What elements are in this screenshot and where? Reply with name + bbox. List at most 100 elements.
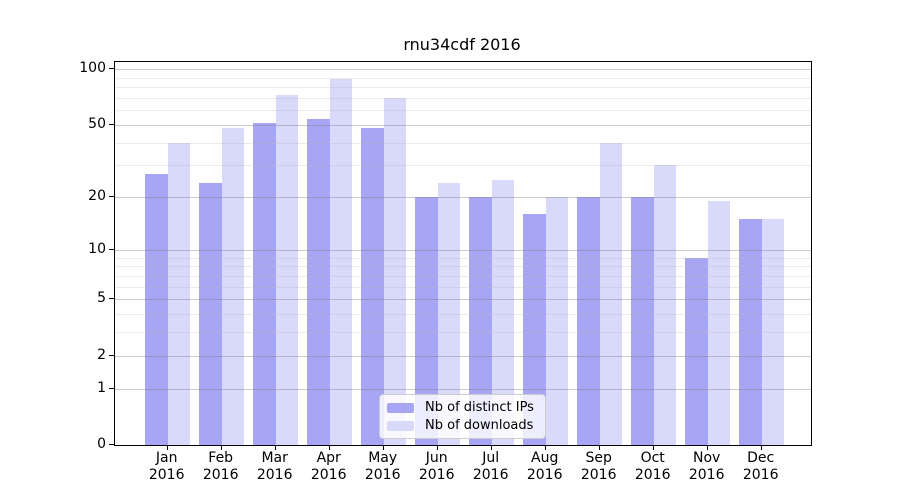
x-tick-mark-jan [166,445,168,450]
x-tick-year: 2016 [742,467,779,483]
x-tick-mark-may [382,445,384,450]
y-tick-mark-50 [109,123,114,125]
y-tick-mark-2 [109,354,114,356]
gridline-minor-70 [115,97,811,99]
bar-downloads-feb [221,128,244,445]
y-tick-label-50: 50 [88,115,106,132]
x-tick-year: 2016 [202,467,239,483]
chart-title: rnu34cdf 2016 [403,35,521,54]
bar-distinct-ips-mar [253,123,276,445]
gridline-minor-60 [115,110,811,112]
x-tick-mark-nov [706,445,708,450]
x-tick-year: 2016 [580,467,617,483]
y-tick-label-5: 5 [97,290,106,307]
gridline-50 [115,124,811,126]
x-tick-label-sep: Sep 2016 [569,450,629,484]
gridline-minor-3 [115,332,811,334]
plot-area [114,61,812,446]
x-tick-label-apr: Apr 2016 [299,450,359,484]
x-tick-month: Aug [531,450,559,466]
bar-downloads-mar [275,94,298,445]
x-tick-label-aug: Aug 2016 [515,450,575,484]
x-tick-label-jul: Jul 2016 [461,450,521,484]
y-tick-mark-0 [109,444,114,445]
x-tick-year: 2016 [310,467,347,483]
x-tick-label-jun: Jun 2016 [407,450,467,484]
gridline-minor-40 [115,142,811,144]
legend-swatch-downloads [387,420,414,431]
bar-downloads-may [383,97,406,445]
x-tick-mark-oct [652,445,654,450]
bar-distinct-ips-dec [739,219,762,445]
x-tick-year: 2016 [256,467,293,483]
x-tick-mark-jul [490,445,492,450]
y-tick-mark-20 [109,196,114,198]
legend: Nb of distinct IPs Nb of downloads [379,394,546,439]
x-tick-mark-jun [436,445,438,450]
x-tick-label-feb: Feb 2016 [191,450,251,484]
x-tick-month: Apr [316,450,341,466]
x-tick-month: Oct [640,450,665,466]
gridline-5 [115,299,811,301]
y-tick-label-0: 0 [97,436,106,452]
bar-downloads-nov [707,201,730,445]
gridline-20 [115,197,811,199]
gridline-minor-90 [115,77,811,79]
y-tick-label-2: 2 [97,346,106,363]
x-tick-label-jan: Jan 2016 [137,450,197,484]
gridline-minor-80 [115,87,811,89]
bar-downloads-aug [545,197,568,445]
x-tick-month: Jul [482,450,500,466]
bar-downloads-oct [653,165,676,445]
x-tick-year: 2016 [418,467,455,483]
x-tick-year: 2016 [364,467,401,483]
x-tick-mark-feb [220,445,222,450]
legend-item: Nb of distinct IPs [387,400,534,415]
gridline-minor-30 [115,165,811,167]
x-tick-mark-aug [544,445,546,450]
x-tick-year: 2016 [688,467,725,483]
bar-distinct-ips-jan [145,173,168,445]
y-tick-label-10: 10 [88,240,106,257]
bar-downloads-apr [329,78,352,445]
gridline-10 [115,249,811,251]
y-tick-mark-10 [109,248,114,250]
y-tick-label-20: 20 [88,188,106,205]
legend-swatch-distinct-ips [387,402,414,413]
x-tick-label-mar: Mar 2016 [245,450,305,484]
bar-downloads-dec [761,219,784,445]
y-tick-label-1: 1 [97,379,106,396]
x-tick-month: Sep [585,450,612,466]
gridline-minor-6 [115,286,811,288]
gridline-minor-7 [115,275,811,277]
x-tick-month: Feb [208,450,234,466]
x-tick-label-may: May 2016 [353,450,413,484]
bar-distinct-ips-nov [685,257,708,445]
x-tick-year: 2016 [634,467,671,483]
x-tick-month: Dec [747,450,775,466]
gridline-minor-4 [115,313,811,315]
x-tick-month: Nov [693,450,721,466]
y-tick-mark-5 [109,298,114,300]
x-tick-month: May [368,450,398,466]
x-tick-mark-dec [760,445,762,450]
bar-distinct-ips-may [361,128,384,445]
x-tick-label-oct: Oct 2016 [623,450,683,484]
x-tick-month: Jan [155,450,178,466]
x-tick-mark-mar [274,445,276,450]
bar-distinct-ips-sep [577,197,600,445]
x-tick-year: 2016 [472,467,509,483]
bar-downloads-jan [167,142,190,445]
gridline-minor-8 [115,266,811,268]
bar-distinct-ips-feb [199,182,222,445]
x-tick-label-nov: Nov 2016 [677,450,737,484]
legend-label: Nb of downloads [425,418,534,433]
x-tick-month: Jun [425,450,448,466]
gridline-minor-9 [115,257,811,259]
x-tick-year: 2016 [526,467,563,483]
y-tick-label-100: 100 [79,60,106,77]
bar-distinct-ips-aug [523,214,546,445]
bar-downloads-jun [437,182,460,445]
bar-distinct-ips-apr [307,118,330,445]
